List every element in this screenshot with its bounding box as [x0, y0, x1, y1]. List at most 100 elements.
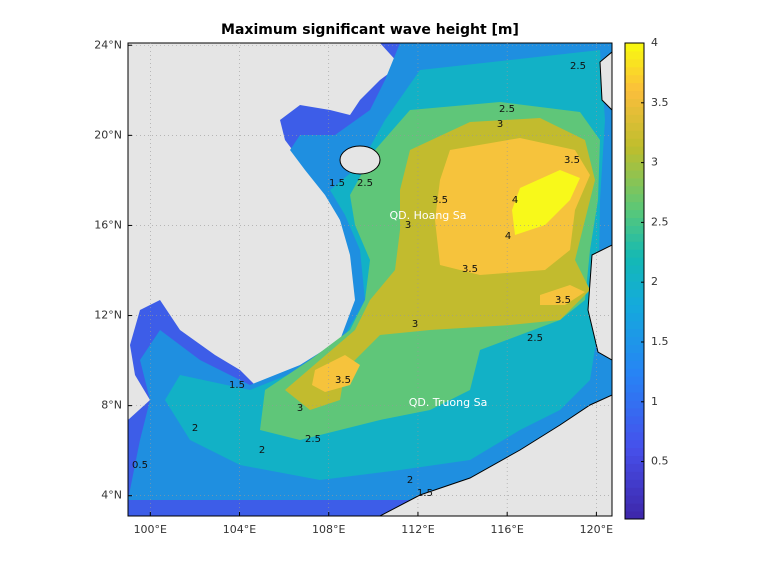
colorbar-swatch [625, 368, 644, 377]
sea-level-3-5c [540, 285, 585, 305]
colorbar-swatch [625, 66, 644, 76]
x-tick-label: 104°E [223, 523, 256, 536]
y-tick-label: 24°N [94, 38, 122, 51]
colorbar-swatch [625, 114, 644, 123]
y-tick-label: 16°N [94, 218, 122, 231]
colorbar-swatch [625, 360, 644, 369]
colorbar-swatch [625, 233, 644, 242]
colorbar-swatch [625, 122, 644, 131]
colorbar-swatch [625, 257, 644, 266]
contour-label: 3.5 [462, 264, 478, 275]
contour-label: 2 [259, 445, 265, 456]
colorbar-swatch [625, 82, 644, 92]
sea-level-4 [512, 170, 580, 235]
x-tick-label: 120°E [580, 523, 613, 536]
place-label: QD. Hoang Sa [389, 209, 466, 222]
contour-label: 1.5 [329, 178, 345, 189]
sea-level-3-5b [312, 355, 360, 392]
map-area [127, 42, 613, 517]
colorbar-tick-label: 1 [651, 395, 658, 408]
contour-label: 4 [505, 231, 511, 242]
contour-label: 2.5 [357, 178, 373, 189]
philippines [587, 244, 613, 361]
colorbar-swatch [625, 463, 644, 472]
colorbar-swatch [625, 344, 644, 353]
colorbar-tick-label: 3 [651, 156, 658, 169]
colorbar-swatch [625, 58, 644, 68]
colorbar-swatch [625, 74, 644, 84]
colorbar-swatch [625, 415, 644, 425]
y-tick-label: 20°N [94, 128, 122, 141]
contour-label: 2.5 [305, 434, 321, 445]
colorbar-swatch [625, 265, 644, 274]
colorbar-swatch [625, 138, 644, 147]
colorbar-swatch [625, 312, 644, 322]
map-frame [127, 42, 613, 517]
colorbar-swatch [625, 471, 644, 480]
colorbar-swatch [625, 392, 644, 401]
hainan [339, 145, 381, 175]
colorbar-swatch [625, 273, 644, 282]
colorbar-swatch [625, 328, 644, 338]
colorbar-swatch [625, 162, 644, 171]
colorbar-swatch [625, 495, 644, 504]
colorbar-swatch [625, 241, 644, 250]
y-tick-label: 8°N [101, 399, 122, 412]
contour-label: 2.5 [527, 333, 543, 344]
x-tick-label: 100°E [134, 523, 167, 536]
colorbar-swatch [625, 400, 644, 409]
colorbar-swatch [625, 209, 644, 219]
colorbar-swatch [625, 90, 644, 100]
colorbar-swatch [625, 193, 644, 203]
colorbar-swatch [625, 384, 644, 393]
colorbar-swatch [625, 169, 644, 179]
colorbar-swatch [625, 511, 644, 520]
colorbar-swatch [625, 130, 644, 139]
contour-label: 0.5 [132, 460, 148, 471]
colorbar-swatch [625, 439, 644, 449]
place-label: QD. Truong Sa [409, 396, 488, 409]
colorbar-swatch [625, 431, 644, 441]
contour-label: 2.5 [499, 104, 515, 115]
colorbar-swatch [625, 487, 644, 496]
contour-label: 1.5 [229, 380, 245, 391]
colorbar-tick-label: 3.5 [651, 96, 669, 109]
contour-label: 1.5 [417, 488, 433, 499]
sea-level-3-5 [435, 138, 590, 275]
colorbar-swatch [625, 288, 644, 298]
contour-label: 2 [407, 475, 413, 486]
colorbar-swatch [625, 503, 644, 512]
colorbar-swatch [625, 185, 644, 195]
colorbar-frame [624, 42, 645, 520]
colorbar-swatch [625, 407, 644, 417]
colorbar-swatch [625, 376, 644, 385]
x-tick-label: 108°E [312, 523, 345, 536]
y-tick-label: 4°N [101, 489, 122, 502]
contour-label: 3 [405, 220, 411, 231]
contour-label: 3.5 [564, 155, 580, 166]
colorbar-swatch [625, 43, 644, 52]
colorbar-tick-label: 2 [651, 275, 658, 288]
colorbar-tick-label: 2.5 [651, 215, 669, 228]
colorbar-swatch [625, 479, 644, 488]
contour-label: 3 [497, 119, 503, 130]
colorbar-tick-label: 4 [651, 36, 658, 49]
colorbar-swatch [625, 249, 644, 258]
contour-label: 3.5 [555, 295, 571, 306]
colorbar-tick-label: 1.5 [651, 335, 669, 348]
colorbar-swatch [625, 336, 644, 345]
x-tick-label: 116°E [490, 523, 523, 536]
contour-label: 2 [192, 423, 198, 434]
colorbar-swatch [625, 217, 644, 226]
x-tick-label: 112°E [401, 523, 434, 536]
colorbar-tick-label: 0.5 [651, 455, 669, 468]
colorbar-swatch [625, 447, 644, 457]
contour-label: 4 [512, 195, 518, 206]
colorbar-swatch [625, 50, 644, 60]
contour-label: 3 [412, 319, 418, 330]
contour-label: 3 [297, 403, 303, 414]
colorbar-swatch [625, 281, 644, 290]
colorbar-swatch [625, 296, 644, 306]
